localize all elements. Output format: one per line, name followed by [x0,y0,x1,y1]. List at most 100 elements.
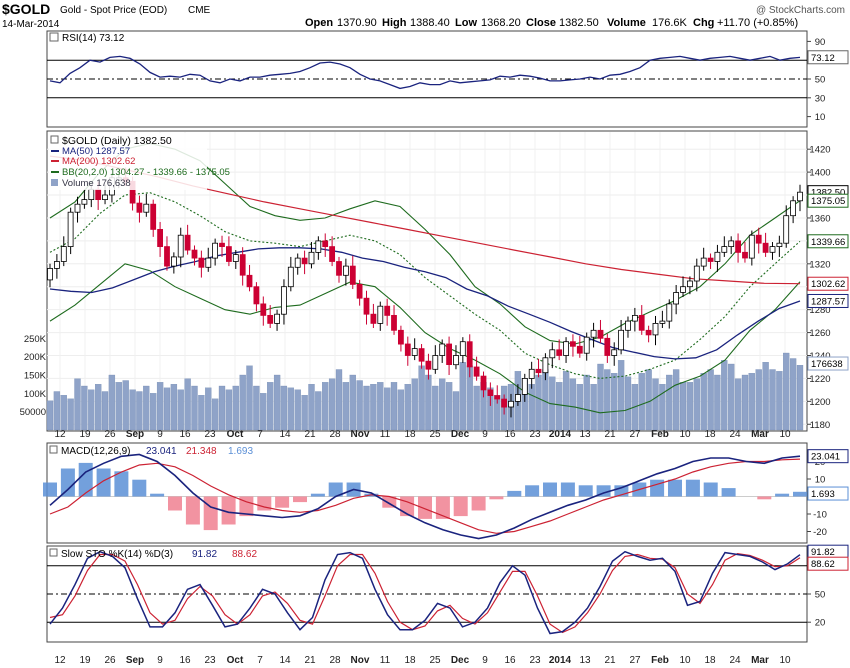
candle-body [267,314,274,324]
candle-body [67,211,74,247]
ma50-legend: MA(50) 1287.57 [62,146,130,157]
x-axis-label: 19 [79,655,91,666]
high-value: 1388.40 [410,17,450,29]
x-axis-label: Sep [126,429,144,440]
x-axis-label: 25 [429,429,441,440]
x-axis-label: 2014 [549,655,572,666]
volume-bar [335,369,343,431]
candle-body [797,191,803,202]
candle-body [583,336,590,354]
volume-bar [315,391,322,431]
macd-histogram-bar [114,471,129,497]
volume-bar [53,391,61,431]
candle-body [384,305,391,316]
candle-body [246,274,253,288]
volume-bar [789,358,797,431]
volume-bar [659,384,666,431]
x-axis-label: Dec [451,655,470,666]
volume-bar [707,369,714,431]
volume-bar [590,384,597,431]
x-axis-label: Mar [751,655,769,666]
volume-bar [528,384,535,431]
x-axis-label: 21 [304,655,316,666]
candle-body [81,199,88,205]
candle-body [508,400,514,408]
x-axis-label: 2014 [549,429,572,440]
macd-legend: MACD(12,26,9) 23.041 21.348 1.693 [49,445,253,457]
rsi-legend-text: RSI(14) 73.12 [62,33,125,44]
macd-histogram-bar [578,485,593,497]
candle-body [556,349,563,356]
candle-body [721,246,728,253]
volume-bar [370,384,377,431]
x-axis-label: 12 [54,429,66,440]
candle-body [446,343,453,366]
candle-body [742,251,748,259]
macd-line [49,453,801,540]
volume-bar [796,365,804,431]
macd-histogram-bar [543,482,557,497]
bb-lower-line [49,263,801,414]
macd-right-label: 23.041 [811,452,840,463]
candle-body [521,377,528,395]
macd-histogram-bar [382,496,397,508]
volume-bar [473,385,480,431]
candle-body [432,355,439,370]
candle-body [308,251,315,265]
close-value: 1382.50 [559,17,599,29]
candle-body [225,246,232,262]
macd-histogram-bar [203,496,218,531]
x-axis-label: 11 [380,655,391,666]
volume-bar [156,382,164,431]
volume-bar [267,382,274,431]
candle-body [322,240,329,247]
candle-body [714,251,721,262]
volume-label: Volume [607,17,646,29]
x-axis-label: Nov [351,429,370,440]
high-label: High [382,17,407,29]
stoch-right-label-box [807,556,849,571]
price-tick-label: 1320 [809,259,830,270]
volume-bar [260,393,267,431]
candle-body [205,257,212,268]
volume-bar [535,374,542,431]
stoch-d-line [49,552,801,634]
volume-bar [604,369,611,431]
price-tick-label: 1280 [809,305,830,316]
x-axis-label: 10 [679,655,691,666]
stoch-k-line [49,550,801,635]
volume-bar [741,374,749,431]
volume-tick-label: 200K [24,352,47,363]
candle-body [157,228,164,247]
volume-bar [205,387,212,431]
candle-body [404,343,411,356]
price-tick-label: 1220 [809,374,830,385]
volume-bar [404,384,411,431]
candle-body [411,348,418,356]
volume-value: 176.6K [652,17,688,29]
volume-bar [129,389,136,431]
candle-body [783,215,790,244]
volume-tick-label: 50000 [20,407,46,418]
candle-body [418,348,425,362]
macd-histogram-bar [418,496,432,519]
volume-bar [101,391,109,431]
volume-tick-label: 100K [24,389,47,400]
volume-bar [397,389,405,431]
rsi-line [49,55,801,90]
stochastic-legend: Slow STO %K(14) %D(3) 91.82 88.62 [49,548,257,560]
x-axis-label: 9 [482,655,488,666]
candle-body [755,234,762,244]
volume-bar [556,382,563,431]
histogram-legend-value: 1.693 [228,446,253,457]
stoch-tick-label: 50 [815,590,826,601]
candle-body [645,329,652,336]
x-axis-label: 19 [79,429,91,440]
x-axis-label: 16 [179,429,191,440]
price-tick-label: 1180 [810,420,830,431]
macd-histogram-bar [703,482,718,497]
candle-body [459,341,466,356]
volume-bar [349,374,356,431]
x-axis-label: 14 [279,429,291,440]
